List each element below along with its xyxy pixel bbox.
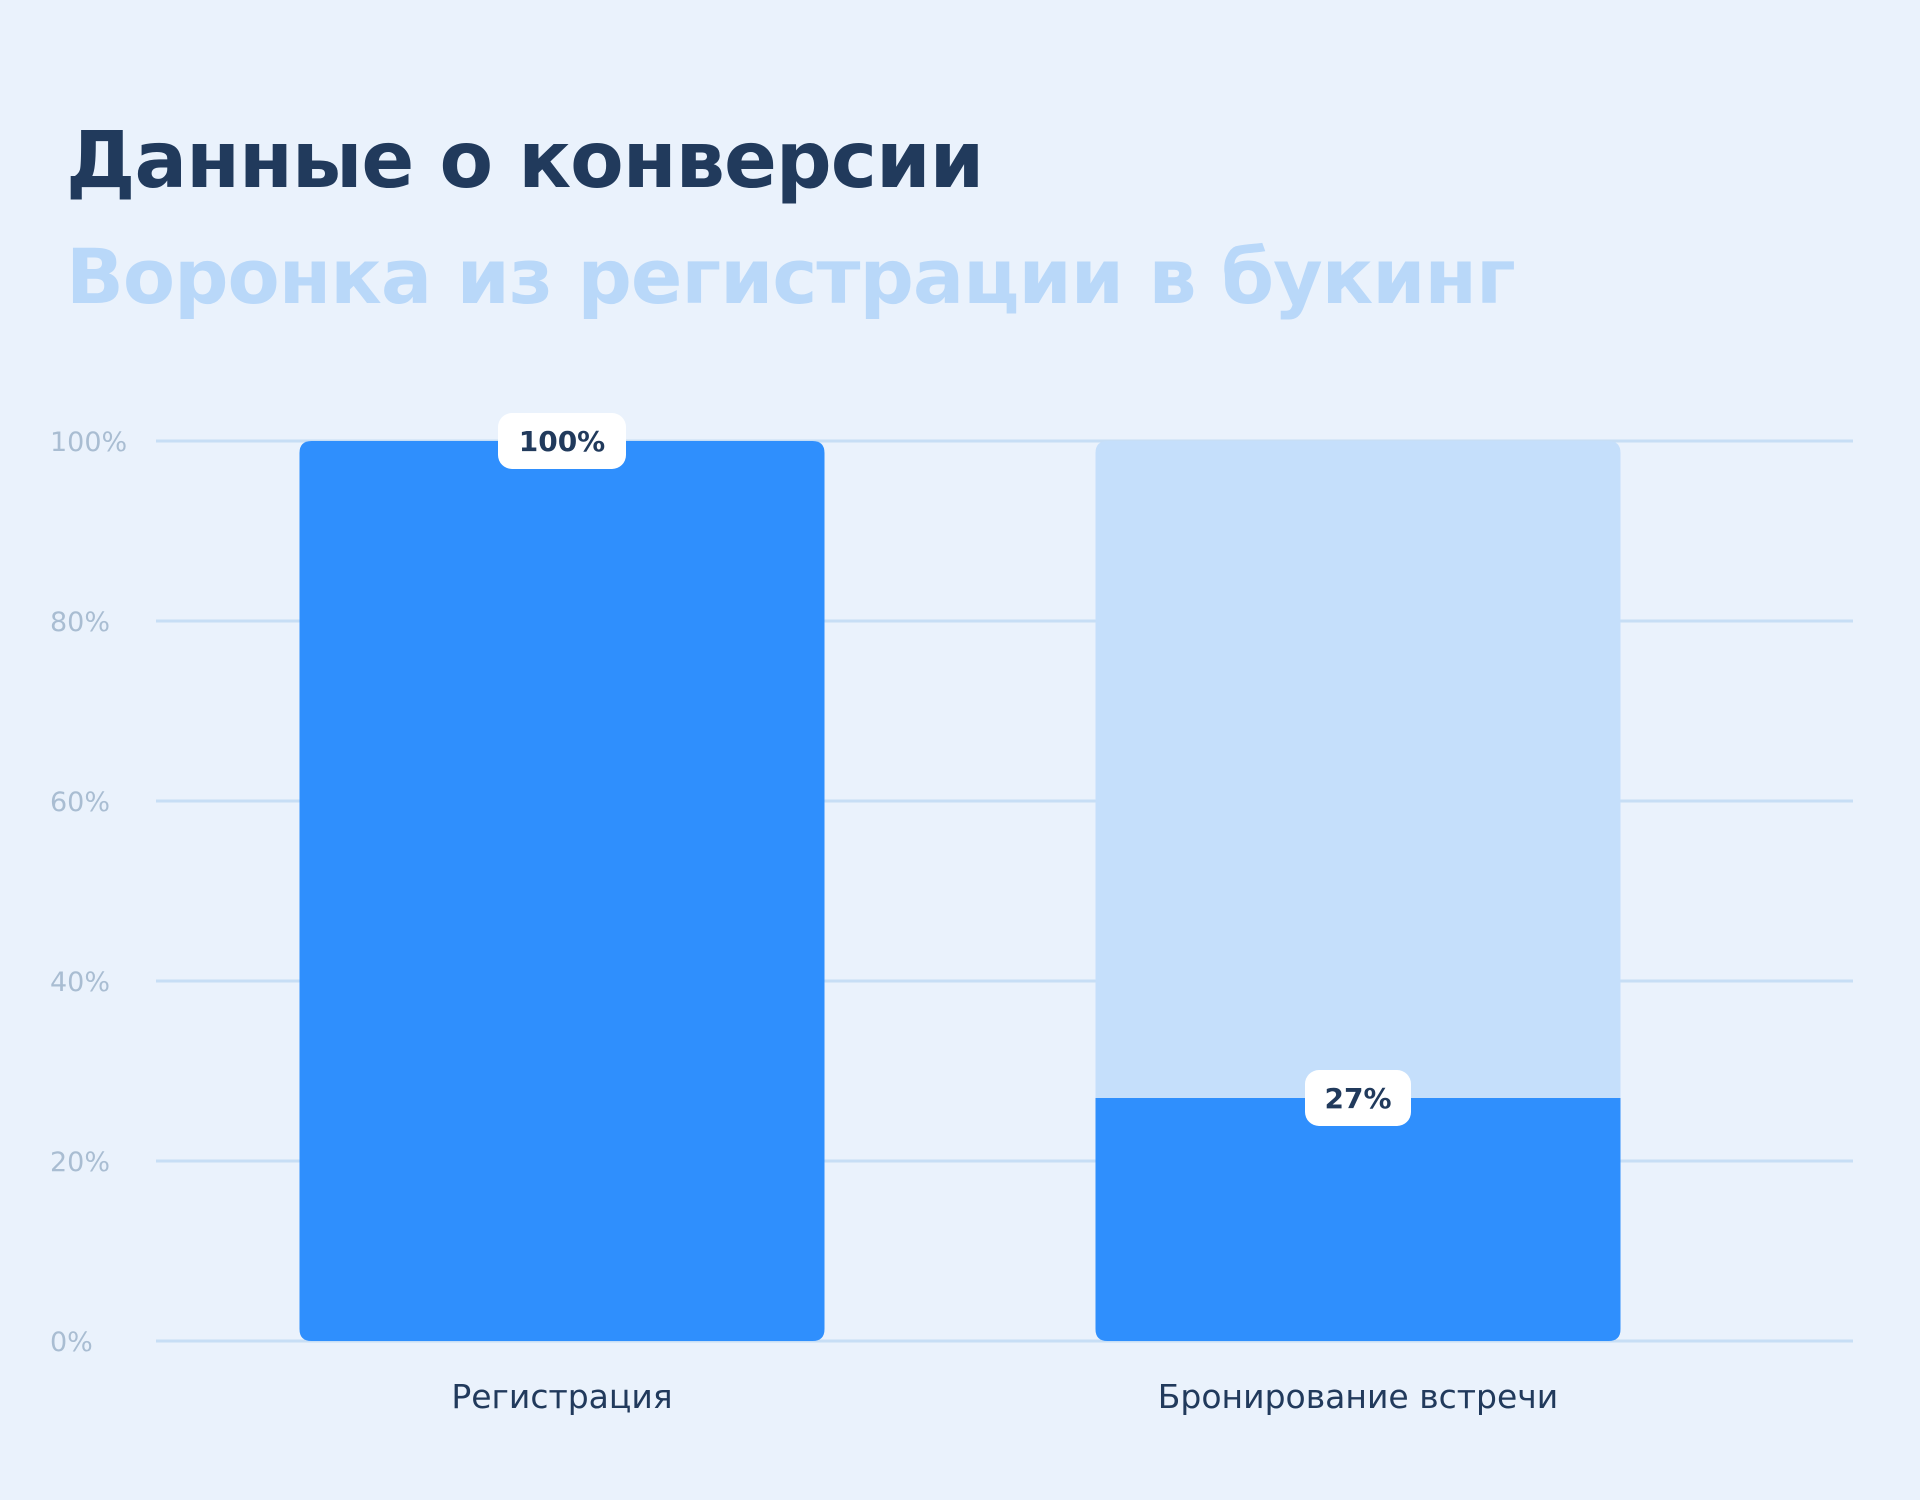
data-label: 100% xyxy=(519,425,606,458)
bar xyxy=(299,441,825,1341)
y-tick-label: 80% xyxy=(50,607,110,638)
bar xyxy=(1095,1098,1621,1341)
category-label: Регистрация xyxy=(451,1377,672,1416)
y-tick-label: 100% xyxy=(50,427,127,458)
y-tick-label: 40% xyxy=(50,967,110,998)
chart-title: Данные о конверсии xyxy=(66,116,984,206)
data-label: 27% xyxy=(1324,1082,1391,1115)
chart-subtitle: Воронка из регистрации в букинг xyxy=(66,232,1516,321)
data-label-badge xyxy=(498,413,626,469)
data-label-badge xyxy=(1305,1070,1411,1126)
category-label: Бронирование встречи xyxy=(1158,1377,1558,1416)
y-tick-label: 60% xyxy=(50,787,110,818)
y-tick-label: 20% xyxy=(50,1147,110,1178)
y-tick-label: 0% xyxy=(50,1327,93,1358)
